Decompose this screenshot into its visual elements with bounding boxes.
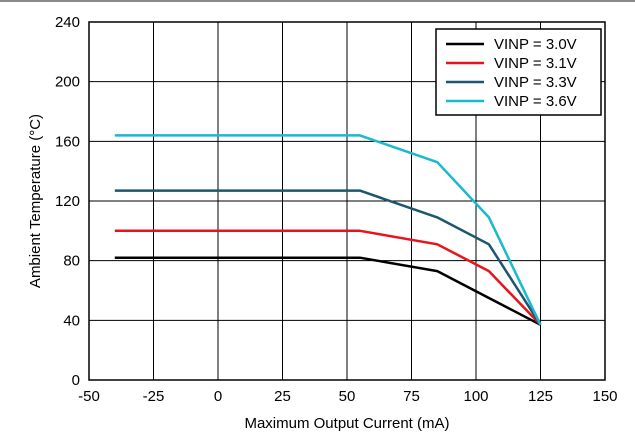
y-tick-label: 120	[55, 193, 80, 210]
x-tick-label: 150	[592, 388, 617, 405]
x-axis-title: Maximum Output Current (mA)	[244, 415, 449, 432]
x-tick-labels: -50 -25 0 25 50 75 100 125 150	[78, 388, 617, 405]
legend-label: VINP = 3.3V	[494, 74, 577, 91]
series-line-1	[114, 229, 542, 326]
plot-area-border	[88, 21, 606, 381]
series-line-3	[114, 134, 542, 326]
y-tick-label: 200	[55, 74, 80, 91]
series-line-0	[114, 256, 542, 326]
x-tick-label: 75	[403, 388, 420, 405]
x-tick-label: -50	[78, 388, 100, 405]
legend-label: VINP = 3.0V	[494, 36, 577, 53]
legend-label: VINP = 3.1V	[494, 55, 577, 72]
series-line-2	[114, 189, 542, 326]
x-tick-label: 0	[214, 388, 222, 405]
y-tick-labels: 0 40 80 120 160 200 240	[55, 14, 80, 389]
grid	[88, 21, 606, 381]
y-tick-label: 40	[63, 312, 80, 329]
y-tick-label: 80	[63, 253, 80, 270]
x-tick-label: 25	[274, 388, 291, 405]
x-tick-label: 125	[528, 388, 553, 405]
top-divider	[0, 0, 635, 2]
series-lines	[114, 134, 542, 326]
y-tick-label: 160	[55, 133, 80, 150]
y-tick-label: 0	[72, 372, 80, 389]
y-axis-title: Ambient Temperature (°C)	[27, 114, 44, 288]
x-tick-label: -25	[143, 388, 165, 405]
x-tick-label: 100	[463, 388, 488, 405]
y-tick-label: 240	[55, 14, 80, 31]
legend: VINP = 3.0V VINP = 3.1V VINP = 3.3V VINP = …	[435, 28, 602, 116]
legend-label: VINP = 3.6V	[494, 93, 577, 110]
x-tick-label: 50	[339, 388, 356, 405]
